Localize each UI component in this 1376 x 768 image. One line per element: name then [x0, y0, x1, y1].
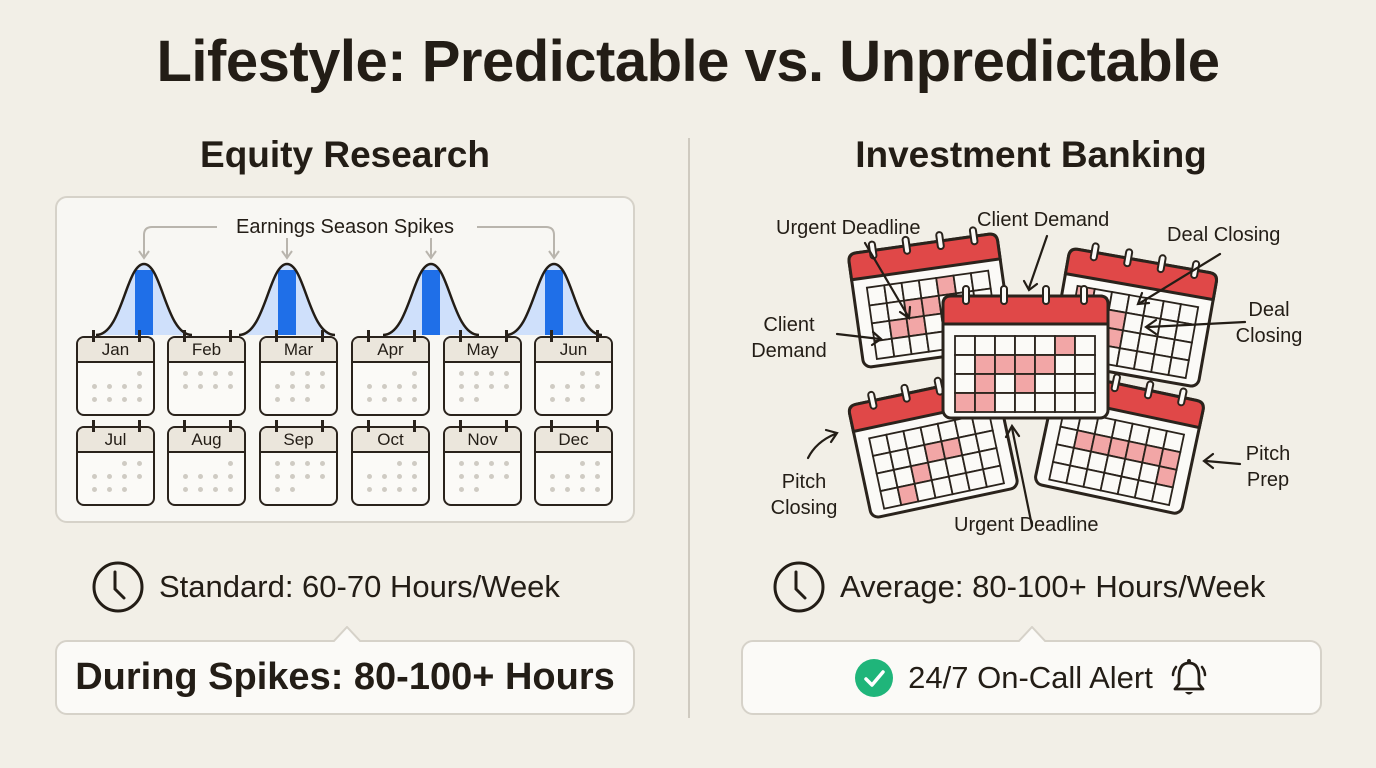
month-calendar-dec: Dec [534, 420, 613, 506]
er-spike-callout-text: During Spikes: 80-100+ Hours [75, 656, 615, 698]
month-label: Nov [445, 428, 520, 453]
equity-research-heading: Equity Research [200, 134, 490, 175]
clock-icon [773, 561, 825, 613]
spike-curves [95, 226, 603, 337]
er-hours-line: Standard: 60-70 Hours/Week [91, 560, 560, 614]
month-label: May [445, 338, 520, 363]
chaotic-calendars-illustration [806, 222, 1247, 528]
callout-pointer [333, 626, 361, 642]
column-divider [688, 138, 690, 718]
investment-banking-heading: Investment Banking [855, 134, 1207, 175]
month-label: Mar [261, 338, 336, 363]
month-label: Feb [169, 338, 244, 363]
month-calendar-apr: Apr [351, 330, 430, 416]
month-calendar-sep: Sep [259, 420, 338, 506]
month-calendar-nov: Nov [443, 420, 522, 506]
month-calendar-jan: Jan [76, 330, 155, 416]
page-title: Lifestyle: Predictable vs. Unpredictable [156, 29, 1220, 94]
month-label: Sep [261, 428, 336, 453]
month-calendar-may: May [443, 330, 522, 416]
month-calendar-jun: Jun [534, 330, 613, 416]
month-calendar-mar: Mar [259, 330, 338, 416]
ib-on-call-callout: 24/7 On-Call Alert [741, 626, 1322, 715]
ib-hours-text: Average: 80-100+ Hours/Week [840, 569, 1266, 604]
month-label: Aug [169, 428, 244, 453]
label-urgent-deadline-top: Urgent Deadline [776, 217, 921, 239]
label-client-demand-top: Client Demand [977, 209, 1110, 231]
month-label: Oct [353, 428, 428, 453]
month-label: Dec [536, 428, 611, 453]
label-pitch-prep: Pitch Prep [1245, 443, 1291, 491]
er-hours-text: Standard: 60-70 Hours/Week [159, 569, 560, 604]
clock-icon [92, 561, 144, 613]
label-urgent-deadline-bottom: Urgent Deadline [954, 514, 1099, 536]
equity-research-calendar-panel: Earnings Season Spikes Jan Feb Mar Apr May Ju… [55, 196, 635, 523]
bell-alert-icon [1171, 658, 1207, 694]
label-pitch-closing: Pitch Closing [770, 471, 838, 519]
er-spike-callout: During Spikes: 80-100+ Hours [55, 626, 635, 715]
month-calendar-feb: Feb [167, 330, 246, 416]
callout-pointer [1018, 626, 1046, 642]
label-deal-closing-right: Deal Closing [1235, 299, 1303, 347]
month-calendar-jul: Jul [76, 420, 155, 506]
month-label: Jul [78, 428, 153, 453]
month-label: Jun [536, 338, 611, 363]
ib-hours-line: Average: 80-100+ Hours/Week [772, 560, 1265, 614]
month-label: Jan [78, 338, 153, 363]
earnings-spikes-label: Earnings Season Spikes [236, 216, 454, 238]
label-deal-closing-top: Deal Closing [1167, 224, 1281, 246]
month-calendar-aug: Aug [167, 420, 246, 506]
month-label: Apr [353, 338, 428, 363]
ib-on-call-text: 24/7 On-Call Alert [908, 659, 1153, 695]
month-calendar-oct: Oct [351, 420, 430, 506]
check-circle-icon [855, 658, 894, 697]
label-client-demand-left: Client Demand [751, 314, 827, 362]
